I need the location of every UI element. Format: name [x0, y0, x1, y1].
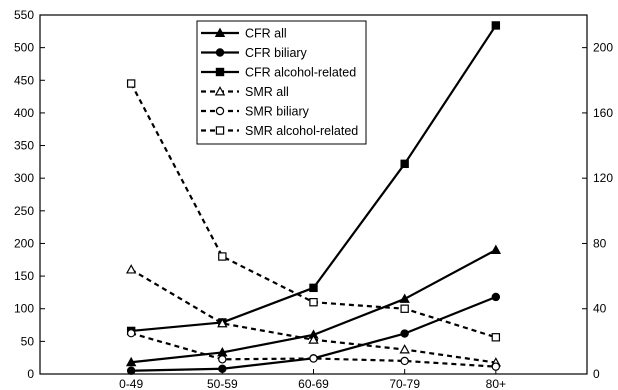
data-point [400, 159, 409, 169]
legend-label: CFR all [245, 27, 287, 41]
data-point [125, 264, 137, 274]
legend-item: SMR all [201, 85, 289, 99]
legend-box [196, 20, 367, 145]
legend-marker [214, 86, 226, 96]
data-point [126, 366, 136, 375]
data-point [399, 293, 410, 303]
data-point [491, 21, 501, 30]
x-tick-label: 60-69 [298, 377, 329, 390]
data-point [400, 356, 409, 366]
legend-marker [214, 27, 226, 37]
data-point [309, 298, 318, 307]
legend-label: CFR alcohol-related [245, 66, 356, 80]
series-group [125, 21, 502, 375]
data-point [126, 79, 136, 88]
legend-item: SMR biliary [201, 105, 310, 119]
data-point [126, 329, 136, 338]
legend-label: CFR biliary [245, 46, 308, 60]
x-tick-label: 0-49 [119, 377, 143, 390]
right-tick-label: 40 [593, 302, 607, 316]
right-tick-label: 120 [593, 171, 613, 185]
left-y-axis: 0 50 100 150 200 250 300 350 400 450 500 550 [14, 8, 45, 381]
legend: CFR all CFR biliary CFR alcohol-related SMR… [196, 20, 367, 145]
right-tick-label: 0 [593, 367, 600, 381]
left-tick-label: 50 [21, 334, 35, 348]
legend-item: CFR biliary [201, 46, 308, 60]
data-point [218, 355, 227, 364]
left-tick-label: 400 [14, 106, 34, 120]
data-point [400, 304, 409, 313]
series-smr-all [125, 264, 502, 367]
right-tick-label: 160 [593, 106, 613, 120]
legend-item: CFR all [201, 27, 287, 41]
right-tick-label: 80 [593, 236, 607, 250]
legend-marker [215, 48, 225, 57]
left-tick-label: 200 [14, 236, 34, 250]
x-tick-label: 70-79 [389, 377, 420, 390]
legend-item: SMR alcohol-related [201, 124, 358, 138]
x-tick-label: 50-59 [207, 377, 238, 390]
data-point [490, 244, 502, 254]
series-smr-alcohol-related [126, 79, 501, 342]
left-tick-label: 350 [14, 139, 34, 153]
right-y-axis: 0 40 80 120 160 200 [582, 41, 613, 381]
left-tick-label: 100 [14, 302, 34, 316]
data-point [399, 344, 410, 354]
data-point [491, 292, 501, 302]
legend-marker [215, 106, 225, 116]
data-point [218, 252, 227, 261]
left-tick-label: 0 [27, 367, 34, 381]
legend-item: CFR alcohol-related [201, 66, 356, 80]
data-point [309, 354, 318, 363]
data-point [217, 317, 228, 328]
data-point [400, 329, 409, 338]
left-tick-label: 500 [14, 41, 34, 55]
left-tick-label: 550 [14, 8, 34, 22]
x-axis: 0-49 50-59 60-69 70-79 80+ [119, 369, 506, 390]
series-smr-biliary [126, 329, 501, 371]
legend-label: SMR all [245, 85, 289, 99]
series-line [130, 332, 496, 368]
x-tick-label: 80+ [486, 377, 506, 390]
data-point [308, 334, 319, 344]
left-tick-label: 150 [14, 269, 34, 283]
series-cfr-alcohol-related [126, 21, 501, 336]
data-point [125, 356, 137, 367]
data-point [218, 364, 227, 373]
left-tick-label: 300 [14, 171, 34, 185]
legend-label: SMR biliary [245, 105, 310, 119]
data-point [309, 283, 318, 293]
left-tick-label: 250 [14, 204, 34, 218]
legend-label: SMR alcohol-related [245, 124, 358, 138]
data-point [491, 333, 501, 342]
data-point [491, 362, 501, 371]
right-tick-label: 200 [593, 41, 613, 55]
legend-marker [215, 126, 225, 135]
left-tick-label: 450 [14, 73, 34, 87]
legend-marker [215, 67, 225, 77]
